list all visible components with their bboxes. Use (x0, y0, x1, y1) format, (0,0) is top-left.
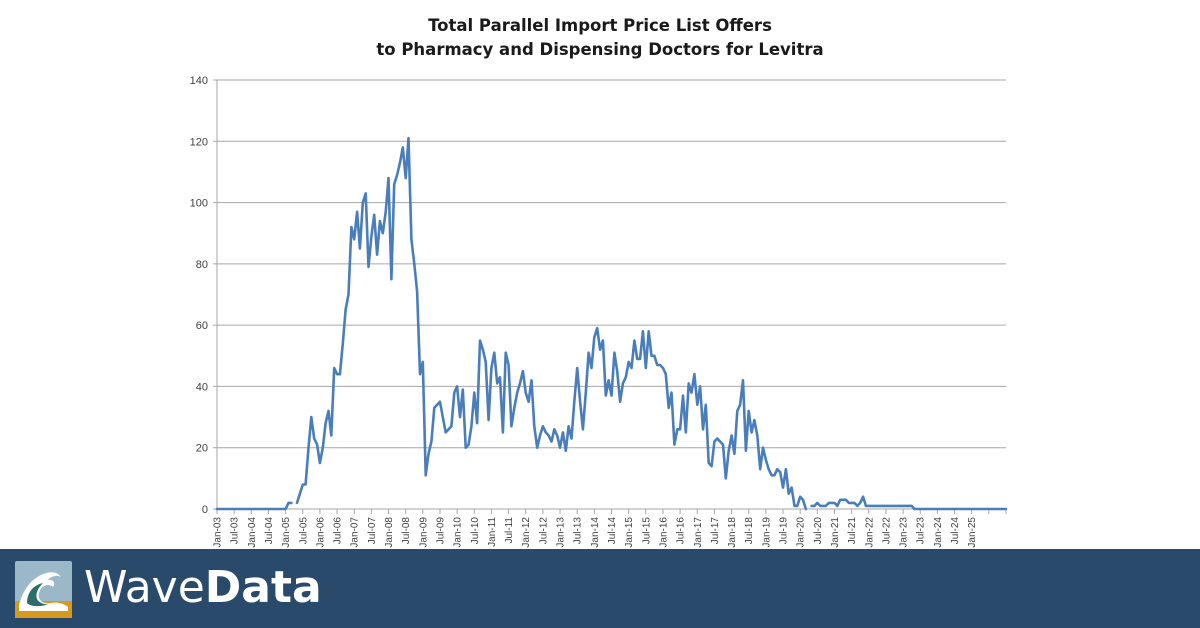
y-axis: 0 20 40 60 80 100 120 140 (190, 75, 218, 516)
x-tick-label: Jan-23 (899, 517, 910, 548)
x-tick-label: Jan-25 (967, 517, 978, 548)
wave-logo-icon (15, 561, 72, 618)
x-tick-label: Jan-06 (315, 517, 326, 548)
y-tick-label: 140 (190, 75, 208, 87)
chart-title: Total Parallel Import Price List Offers … (0, 14, 1200, 62)
x-tick-label: Jan-10 (453, 517, 464, 548)
x-tick-label: Jul-11 (504, 517, 515, 544)
x-tick-label: Jul-22 (881, 517, 892, 545)
x-tick-label: Jul-03 (230, 517, 241, 545)
brand-wordmark: WaveData (84, 560, 322, 616)
x-tick-label: Jul-08 (401, 517, 412, 545)
x-tick-label: Jul-16 (676, 517, 687, 545)
x-tick-label: Jul-23 (916, 517, 927, 545)
y-tick-label: 0 (202, 504, 208, 516)
x-tick-label: Jul-20 (813, 517, 824, 545)
x-tick-label: Jul-18 (744, 517, 755, 545)
x-tick-label: Jan-05 (281, 517, 292, 548)
x-tick-label: Jan-03 (213, 517, 224, 548)
y-tick-label: 60 (196, 320, 208, 332)
x-tick-label: Jan-11 (487, 517, 498, 547)
y-tick-label: 80 (196, 259, 208, 271)
y-tick-label: 120 (190, 136, 208, 148)
x-tick-label: Jul-12 (538, 517, 549, 545)
x-tick-label: Jan-12 (521, 517, 532, 548)
x-tick-label: Jul-21 (847, 517, 858, 545)
x-tick-label: Jan-24 (933, 517, 944, 548)
x-tick-label: Jan-20 (796, 517, 807, 548)
x-tick-label: Jan-21 (830, 517, 841, 548)
x-tick-label: Jan-15 (624, 517, 635, 548)
y-tick-label: 100 (190, 198, 208, 210)
x-tick-label: Jan-18 (727, 517, 738, 548)
x-tick-label: Jan-08 (384, 517, 395, 548)
line-chart: 0 20 40 60 80 100 120 140 Jan-03 Jul-03 Jan-04 Jul… (190, 75, 1008, 548)
x-tick-label: Jul-14 (607, 517, 618, 545)
data-series (215, 136, 1008, 511)
series-line (215, 136, 1008, 511)
x-tick-label: Jul-10 (470, 517, 481, 545)
x-tick-label: Jan-16 (658, 517, 669, 548)
y-tick-label: 20 (196, 443, 208, 455)
x-tick-label: Jul-19 (779, 517, 790, 545)
x-tick-label: Jul-04 (264, 517, 275, 545)
x-tick-label: Jul-05 (298, 517, 309, 545)
x-tick-label: Jan-09 (418, 517, 429, 548)
x-tick-label: Jul-15 (641, 517, 652, 545)
y-tick-label: 40 (196, 381, 208, 393)
chart-title-line-1: Total Parallel Import Price List Offers (428, 16, 772, 35)
x-tick-label: Jan-14 (590, 517, 601, 548)
x-tick-label: Jan-04 (247, 517, 258, 548)
chart-title-line-2: to Pharmacy and Dispensing Doctors for L… (376, 40, 824, 59)
gridlines (217, 79, 1006, 449)
brand-data: Data (204, 562, 322, 613)
x-tick-label: Jan-07 (350, 517, 361, 548)
x-tick-label: Jan-19 (761, 517, 772, 548)
x-tick-label: Jul-07 (367, 517, 378, 545)
x-axis: Jan-03 Jul-03 Jan-04 Jul-04 Jan-05 Jul-05 Jan-… (213, 508, 1007, 548)
x-tick-label: Jul-24 (950, 517, 961, 545)
x-tick-label: Jan-13 (556, 517, 567, 548)
x-tick-label: Jan-17 (693, 517, 704, 548)
x-tick-label: Jan-22 (864, 517, 875, 548)
x-tick-label: Jul-06 (333, 517, 344, 545)
x-tick-label: Jul-09 (435, 517, 446, 545)
brand-wave: Wave (84, 562, 205, 613)
x-tick-label: Jul-17 (710, 517, 721, 545)
footer-banner: WaveData (0, 549, 1200, 628)
x-tick-label: Jul-13 (573, 517, 584, 545)
